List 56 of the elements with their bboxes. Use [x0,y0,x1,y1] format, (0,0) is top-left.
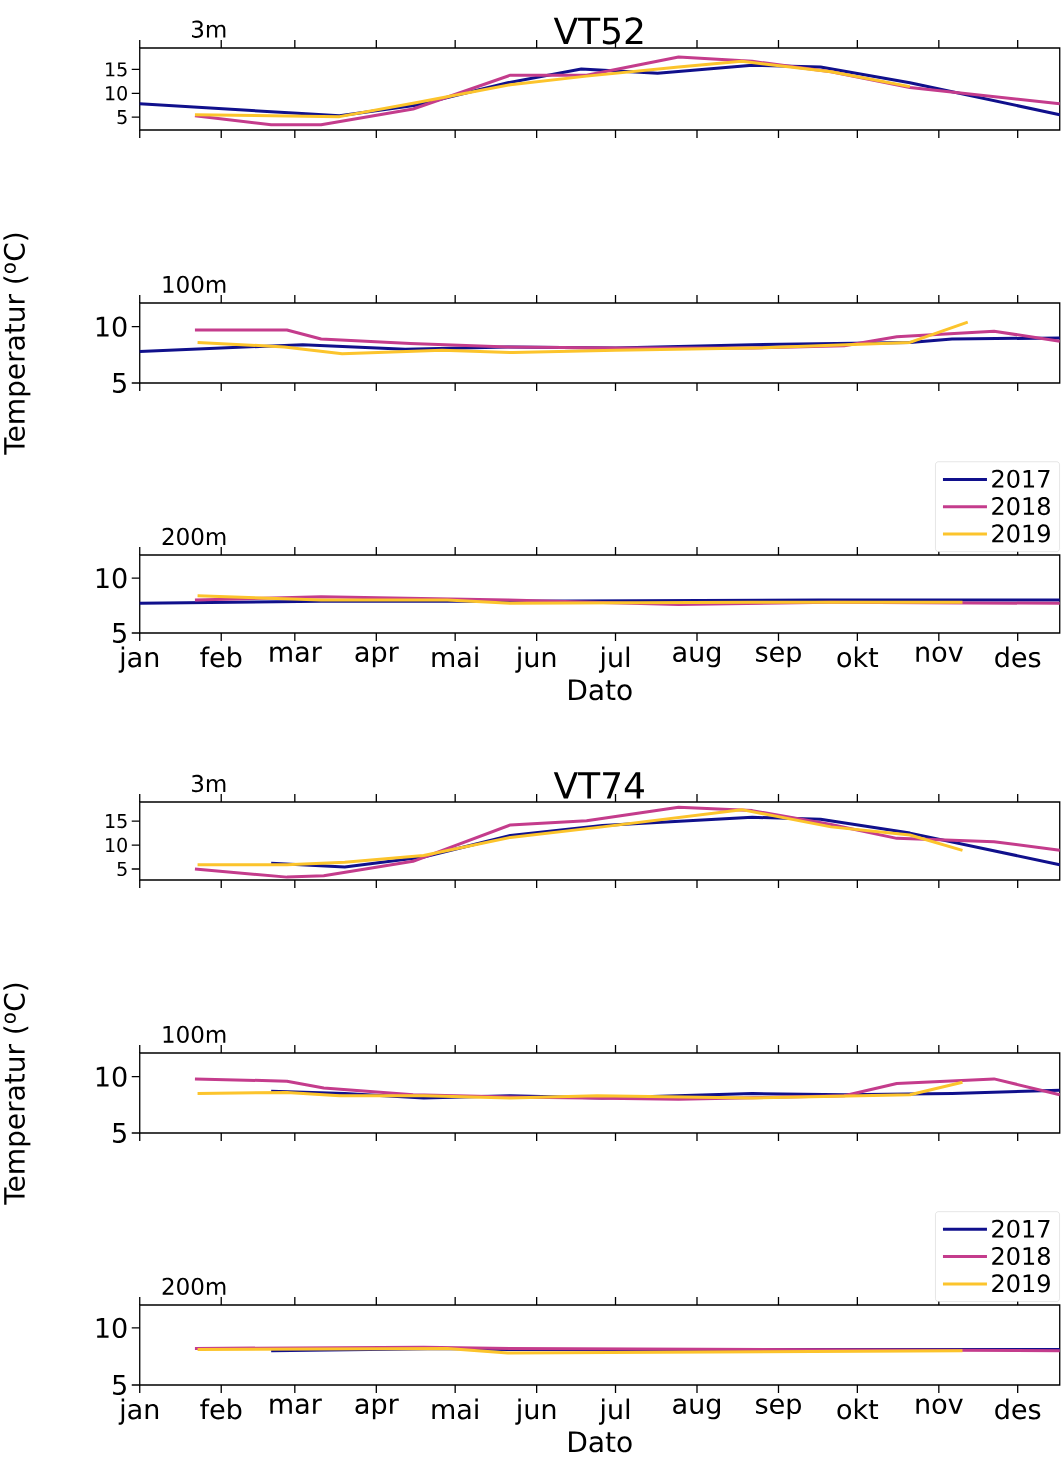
legend-label: 2019 [992,524,1050,543]
chart-subtitle: 3m [192,20,226,38]
y-tick-label: 10 [96,1317,127,1339]
x-tick-label: nov [916,646,963,663]
x-tick-label: okt [837,1398,879,1420]
x-axis-title: Dato [569,1431,632,1453]
x-tick-label: sep [756,1398,802,1420]
y-tick-label: 5 [113,372,126,394]
x-tick-label: jun [515,1398,556,1425]
x-tick-label: sep [756,646,802,668]
x-tick-label: mar [270,1398,322,1415]
x-tick-label: aug [673,1398,721,1420]
x-tick-label: mar [270,646,322,663]
x-tick-label: jul [599,1398,630,1425]
x-tick-label: jan [118,646,159,673]
y-tick-label: 10 [96,1066,127,1087]
y-tick-label: 15 [106,814,127,829]
chart-title: VT74 [553,772,645,799]
x-tick-label: jan [118,1398,159,1425]
y-tick-label: 10 [96,316,127,337]
chart-subtitle: 3m [192,774,226,793]
legend-label: 2018 [992,497,1051,516]
legend-label: 2017 [992,469,1050,488]
y-tick-label: 5 [117,110,127,125]
y-tick-label: 10 [106,86,128,101]
x-tick-label: des [995,1398,1041,1420]
y-tick-label: 5 [113,1374,126,1396]
y-axis-title: Temperatur ($^{o}$C) [3,233,31,455]
x-tick-label: apr [355,646,399,668]
x-tick-label: okt [837,646,879,668]
x-axis-title: Dato [569,679,632,701]
legend-label: 2017 [992,1219,1050,1238]
x-tick-label: aug [673,646,721,668]
y-tick-label: 10 [106,837,128,853]
chart-title: VT52 [553,17,643,45]
x-tick-label: feb [200,1398,242,1420]
y-tick-label: 5 [117,861,127,877]
x-tick-label: mai [432,1398,478,1420]
y-tick-label: 5 [113,622,126,644]
legend-label: 2019 [992,1274,1050,1293]
x-tick-label: nov [916,1398,963,1415]
chart-subtitle: 200m [162,527,226,546]
chart-subtitle: 100m [163,275,226,294]
x-tick-label: jun [515,646,556,673]
y-tick-label: 15 [106,62,127,77]
x-tick-label: des [995,646,1041,668]
legend-label: 2018 [992,1246,1051,1266]
y-tick-label: 10 [96,567,127,589]
y-tick-label: 5 [113,1122,126,1144]
x-tick-label: apr [355,1398,399,1420]
chart-subtitle: 100m [163,1025,226,1044]
x-tick-label: mai [432,646,478,668]
x-tick-label: feb [200,646,242,668]
y-axis-title: Temperatur ($^{o}$C) [3,983,31,1205]
x-tick-label: jul [599,646,630,673]
chart-subtitle: 200m [162,1277,226,1296]
